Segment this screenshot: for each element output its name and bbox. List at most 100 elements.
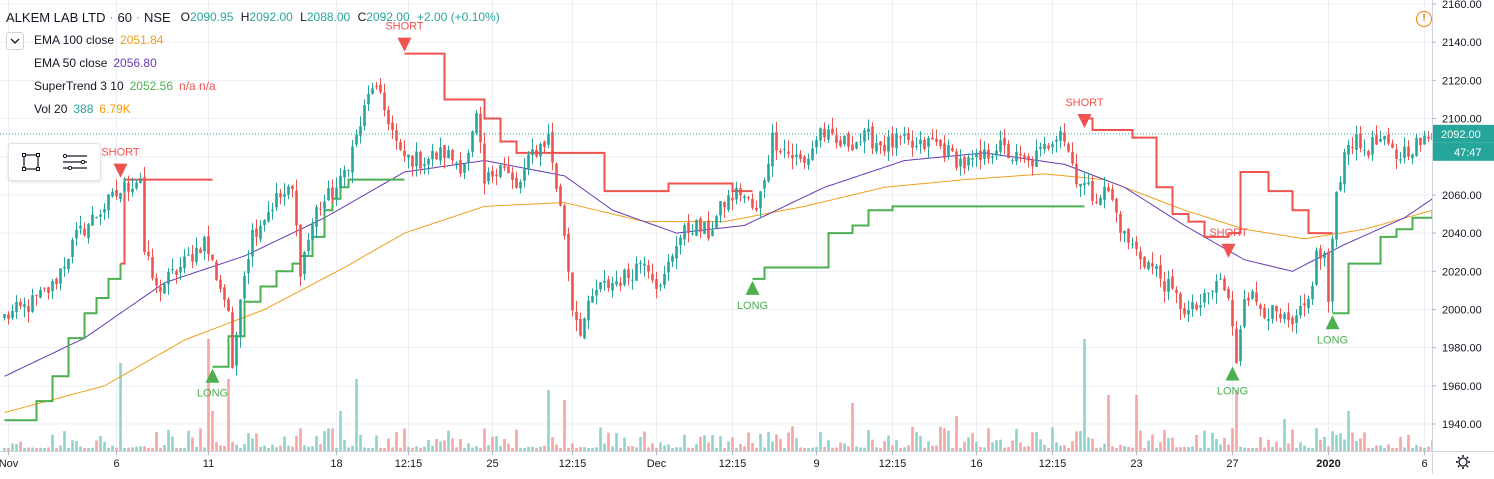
candle-body (1071, 152, 1074, 164)
candle-body (431, 150, 434, 160)
candle (1331, 235, 1334, 313)
volume-bar (339, 411, 342, 451)
volume-bar (475, 446, 478, 451)
candle-body (1295, 315, 1298, 323)
volume-bar (643, 431, 646, 451)
volume-bar (711, 435, 714, 451)
volume-bar (691, 447, 694, 451)
gear-icon[interactable] (1456, 455, 1470, 469)
supertrend-up-line (752, 205, 1085, 280)
candle (347, 169, 350, 178)
volume-bar (843, 443, 846, 451)
volume-bar (1151, 434, 1154, 451)
candle-body (995, 150, 998, 156)
volume-bar (1375, 445, 1378, 451)
candle (19, 298, 22, 310)
volume-bar (439, 441, 442, 451)
indicator-row-ema50[interactable]: EMA 50 close 2056.80 (6, 52, 504, 75)
candle-body (299, 224, 302, 277)
candle-body (59, 268, 62, 284)
candle-body (911, 140, 914, 148)
volume-bar (307, 446, 310, 451)
candle (839, 136, 842, 148)
indicator-row-volume[interactable]: Vol 20 388 6.79K (6, 98, 504, 121)
candle (215, 259, 218, 282)
candle-body (1231, 299, 1234, 327)
candle-body (1367, 150, 1370, 156)
candle (439, 137, 442, 165)
symbol-name[interactable]: ALKEM LAB LTD (6, 10, 106, 25)
volume-bar (543, 445, 546, 451)
candle-body (959, 158, 962, 167)
volume-bar (1071, 441, 1074, 451)
price-axis-panel[interactable] (1432, 0, 1494, 474)
volume-bar (251, 438, 254, 451)
indicator-row-supertrend[interactable]: SuperTrend 3 10 2052.56 n/a n/a (6, 75, 504, 98)
volume-bar (1327, 446, 1330, 451)
candle (1063, 123, 1066, 147)
indicator-name: Vol 20 (34, 102, 68, 116)
indicator-row-ema100[interactable]: EMA 100 close 2051.84 (6, 29, 504, 52)
candle (11, 304, 14, 320)
volume-bar (1059, 445, 1062, 451)
volume-bar (919, 436, 922, 451)
candle-body (771, 132, 774, 167)
candle-body (483, 143, 486, 184)
volume-bar (631, 446, 634, 451)
candle (667, 254, 670, 282)
candle-body (191, 254, 194, 262)
candle (619, 276, 622, 292)
supertrend-up-line (4, 263, 122, 422)
candle (1039, 142, 1042, 157)
candle (459, 151, 462, 178)
volume-bar (1191, 446, 1194, 451)
volume-bar (27, 447, 30, 451)
candle-body (675, 246, 678, 259)
candle (903, 126, 906, 144)
candle (1119, 210, 1122, 242)
candle (47, 286, 50, 300)
candle-body (123, 182, 126, 191)
candle-body (651, 274, 654, 281)
time-axis-panel[interactable] (0, 451, 1494, 474)
volume-bar (927, 441, 930, 451)
select-tool-button[interactable] (9, 145, 53, 179)
candle (723, 201, 726, 219)
candle-body (563, 205, 566, 236)
candle (1359, 125, 1362, 153)
candle (1423, 130, 1426, 145)
candle-body (271, 209, 274, 212)
volume-bar (447, 430, 450, 451)
volume-bar (211, 411, 214, 451)
candle (1323, 251, 1326, 267)
volume-bar (1287, 443, 1290, 451)
long-signal-label: LONG (197, 388, 228, 400)
symbol-interval[interactable]: 60 (117, 10, 132, 25)
candle-body (247, 259, 250, 274)
candle (1003, 128, 1006, 155)
candle (147, 240, 150, 261)
candle (847, 131, 850, 152)
volume-bar (571, 443, 574, 451)
candle-body (1167, 279, 1170, 292)
volume-bar (699, 436, 702, 451)
candle-body (591, 296, 594, 303)
candle-body (1331, 238, 1334, 302)
candle-body (103, 208, 106, 213)
volume-bar (219, 445, 222, 451)
volume-bar (1003, 447, 1006, 451)
close-label: C (357, 10, 367, 24)
candle (1143, 256, 1146, 270)
candle-body (411, 155, 414, 167)
candle (1235, 321, 1238, 364)
candle (707, 211, 710, 241)
candle-body (819, 128, 822, 141)
collapse-legend-button[interactable] (6, 31, 24, 50)
candle (67, 258, 70, 273)
object-tree-button[interactable] (53, 145, 97, 179)
exclamation-circle-icon[interactable]: ! (1416, 11, 1432, 27)
candle (1159, 254, 1162, 288)
candle (319, 201, 322, 216)
